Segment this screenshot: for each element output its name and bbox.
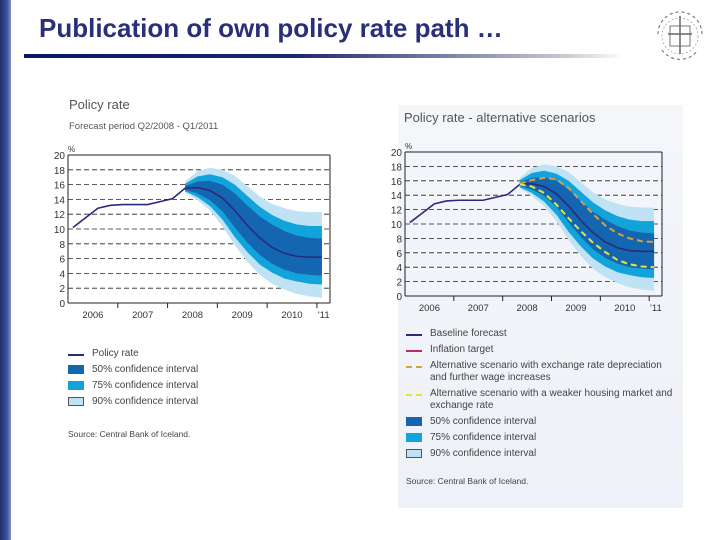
- y-tick-label: 12: [54, 210, 66, 221]
- title-underline: [24, 54, 624, 58]
- legend-item: Policy rate: [68, 348, 198, 360]
- legend-label: 90% confidence interval: [92, 396, 199, 407]
- x-tick-label: 2008: [517, 303, 538, 314]
- right-chart-source: Source: Central Bank of Iceland.: [406, 476, 529, 486]
- y-tick-label: 16: [391, 177, 403, 188]
- series-line-1: [72, 186, 322, 258]
- legend-label: 75% confidence interval: [92, 380, 199, 391]
- y-tick-label: 0: [59, 299, 65, 310]
- line-swatch: [406, 334, 422, 336]
- swatch: [68, 397, 84, 406]
- legend-item: Alternative scenario with a weaker housi…: [406, 388, 676, 412]
- right-chart-title: Policy rate - alternative scenarios: [404, 110, 596, 125]
- y-tick-label: 8: [59, 240, 65, 251]
- y-tick-label: 8: [396, 234, 402, 245]
- legend-label: 90% confidence interval: [430, 448, 537, 459]
- confidence-band-ci50: [519, 177, 655, 270]
- central-bank-seal-logo: [657, 11, 703, 60]
- line-swatch: [68, 354, 84, 356]
- y-tick-label: 4: [396, 263, 402, 274]
- y-axis-unit: %: [405, 142, 412, 151]
- dashed-swatch: [406, 366, 422, 368]
- series-line-2: [519, 176, 655, 243]
- legend-label: Baseline forecast: [430, 328, 507, 339]
- y-tick-label: 20: [391, 148, 403, 159]
- y-tick-label: 6: [59, 255, 65, 266]
- swatch: [68, 365, 84, 374]
- legend-label: 75% confidence interval: [430, 432, 537, 443]
- x-tick-label: 2009: [232, 310, 253, 321]
- x-tick-label: 2010: [614, 303, 635, 314]
- legend-item: 50% confidence interval: [68, 364, 198, 376]
- swatch: [406, 449, 422, 458]
- x-tick-label: '11: [650, 303, 662, 314]
- left-chart-subtitle: Forecast period Q2/2008 - Q1/2011: [69, 121, 219, 132]
- legend-item: 50% confidence interval: [406, 416, 676, 428]
- y-tick-label: 12: [391, 206, 403, 217]
- slide-title: Publication of own policy rate path …: [39, 13, 503, 43]
- legend-label: 50% confidence interval: [92, 364, 199, 375]
- y-tick-label: 6: [396, 249, 402, 260]
- swatch: [406, 433, 422, 442]
- swatch: [406, 417, 422, 426]
- y-tick-label: 18: [391, 162, 403, 173]
- y-tick-label: 2: [396, 278, 402, 289]
- y-tick-label: 14: [391, 191, 403, 202]
- dashed-swatch: [406, 394, 422, 396]
- legend-item: Baseline forecast: [406, 328, 676, 340]
- legend-label: Alternative scenario with exchange rate …: [430, 360, 662, 383]
- legend-item: 90% confidence interval: [406, 448, 676, 460]
- legend-item: 75% confidence interval: [406, 432, 676, 444]
- y-axis-unit: %: [68, 145, 75, 154]
- left-chart-legend: Policy rate 50% confidence interval 75% …: [68, 348, 198, 412]
- y-tick-label: 20: [54, 151, 66, 162]
- y-tick-label: 0: [396, 292, 402, 303]
- legend-label: Inflation target: [430, 344, 494, 355]
- x-tick-label: 2007: [132, 310, 153, 321]
- left-chart-title: Policy rate: [69, 97, 130, 112]
- y-tick-label: 14: [54, 195, 66, 206]
- x-tick-label: 2006: [419, 303, 440, 314]
- line-swatch: [406, 350, 422, 352]
- x-tick-label: 2007: [468, 303, 489, 314]
- legend-label: Alternative scenario with a weaker housi…: [430, 388, 673, 411]
- x-tick-label: 2010: [281, 310, 302, 321]
- y-tick-label: 10: [391, 220, 403, 231]
- legend-item: Alternative scenario with exchange rate …: [406, 360, 676, 384]
- right-chart-legend: Baseline forecast Inflation target Alter…: [406, 328, 676, 464]
- slide-side-stripe: [0, 0, 11, 540]
- x-tick-label: 2008: [182, 310, 203, 321]
- y-tick-label: 10: [54, 225, 66, 236]
- legend-item: 90% confidence interval: [68, 396, 198, 408]
- legend-item: Inflation target: [406, 344, 676, 356]
- left-chart-source: Source: Central Bank of Iceland.: [68, 429, 191, 439]
- x-tick-label: 2006: [82, 310, 103, 321]
- y-tick-label: 18: [54, 166, 66, 177]
- y-tick-label: 2: [59, 284, 65, 295]
- y-tick-label: 16: [54, 181, 66, 192]
- x-tick-label: '11: [318, 310, 330, 321]
- swatch: [68, 381, 84, 390]
- series-line-3: [519, 183, 655, 269]
- legend-label: Policy rate: [92, 348, 139, 359]
- series-line-1: [409, 182, 655, 253]
- confidence-band-ci50: [184, 180, 322, 276]
- y-tick-label: 4: [59, 269, 65, 280]
- legend-label: 50% confidence interval: [430, 416, 537, 427]
- legend-item: 75% confidence interval: [68, 380, 198, 392]
- x-tick-label: 2009: [565, 303, 586, 314]
